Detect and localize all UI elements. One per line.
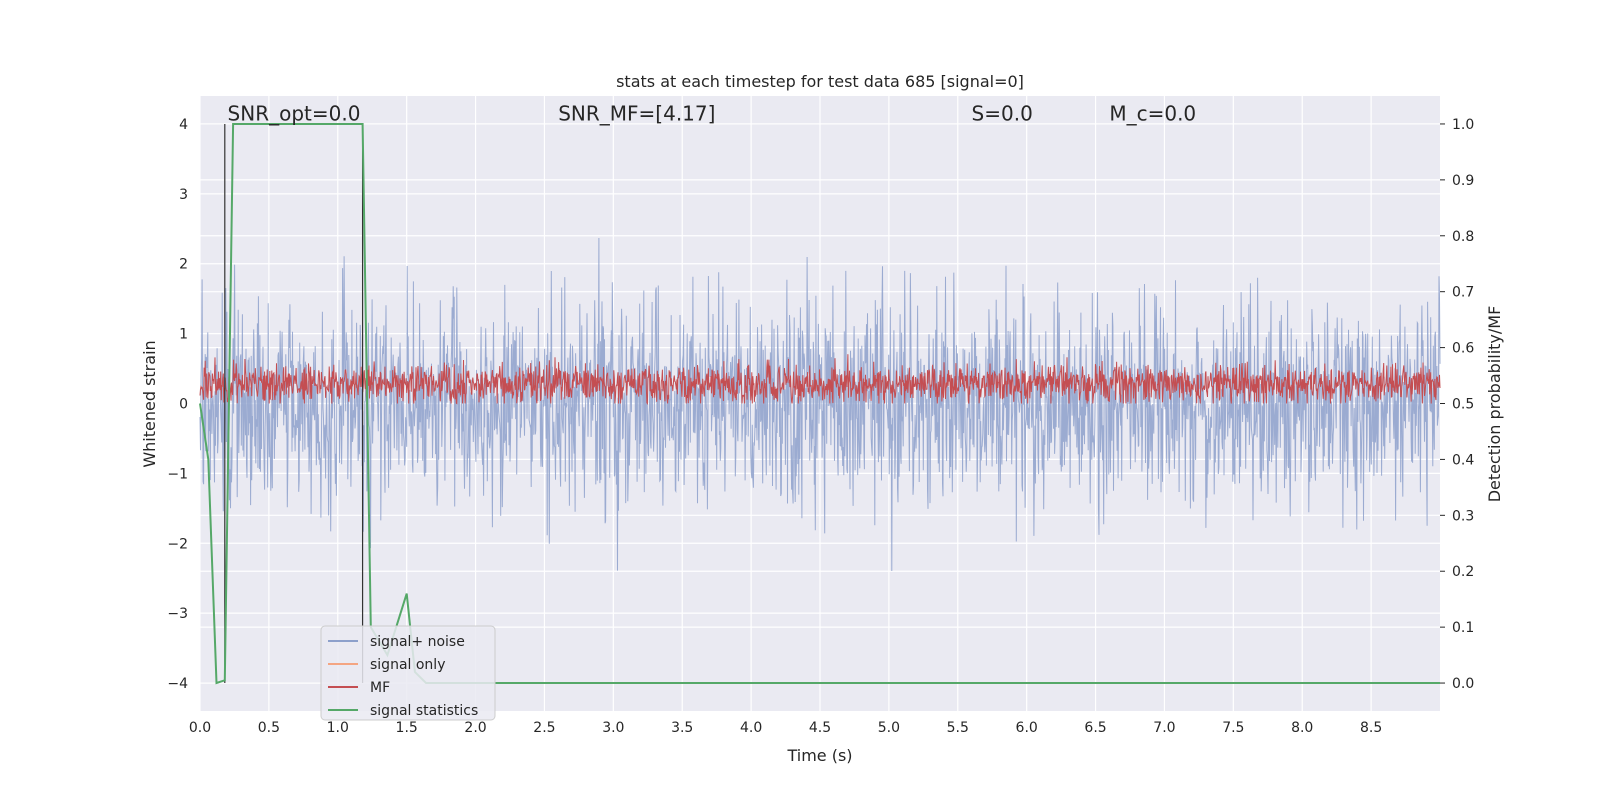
y-tick-label: 0 bbox=[179, 397, 188, 413]
y-tick-label: −2 bbox=[167, 536, 188, 552]
y-axis-ticks: −4 −3 −2 −1 0 1 2 3 4 bbox=[167, 117, 188, 692]
y2-tick-label: 0.9 bbox=[1452, 173, 1474, 189]
y2-tick-label: 1.0 bbox=[1452, 117, 1474, 133]
x-tick-label: 6.5 bbox=[1084, 720, 1106, 736]
legend: signal+ noise signal only MF signal stat… bbox=[320, 625, 496, 721]
y2-tick-label: 0.6 bbox=[1452, 341, 1474, 357]
x-tick-label: 1.5 bbox=[396, 720, 418, 736]
y-tick-label: 4 bbox=[179, 117, 188, 133]
x-axis-ticks: 0.0 0.5 1.0 1.5 2.0 2.5 3.0 3.5 4.0 4.5 5.0 5.5 6.0 6… bbox=[189, 720, 1382, 736]
series-mf bbox=[199, 354, 1441, 406]
x-tick-label: 5.0 bbox=[878, 720, 900, 736]
y-tick-label: −3 bbox=[167, 606, 188, 622]
x-tick-label: 4.5 bbox=[809, 720, 831, 736]
x-tick-label: 3.5 bbox=[671, 720, 693, 736]
legend-label-signal-only: signal only bbox=[370, 657, 445, 673]
y-tick-label: −1 bbox=[167, 466, 188, 482]
x-tick-label: 1.0 bbox=[327, 720, 349, 736]
y2-tick-label: 0.0 bbox=[1452, 676, 1474, 692]
y-tick-label: 3 bbox=[179, 187, 188, 203]
y2-tick-label: 0.2 bbox=[1452, 564, 1474, 580]
y-tick-label: 1 bbox=[179, 327, 188, 343]
y-tick-label: −4 bbox=[167, 676, 188, 692]
y2-tick-label: 0.4 bbox=[1452, 452, 1474, 468]
legend-label-mf: MF bbox=[370, 680, 390, 696]
y-axis-label: Whitened strain bbox=[140, 340, 159, 467]
annotation-1: SNR_MF=[4.17] bbox=[558, 101, 715, 125]
y2-axis-label: Detection probability/MF bbox=[1485, 306, 1504, 503]
x-tick-label: 6.0 bbox=[1016, 720, 1038, 736]
annotation-0: SNR_opt=0.0 bbox=[228, 101, 361, 125]
x-tick-label: 0.0 bbox=[189, 720, 211, 736]
y2-tick-label: 0.7 bbox=[1452, 285, 1474, 301]
x-tick-label: 0.5 bbox=[258, 720, 280, 736]
legend-box bbox=[320, 625, 496, 721]
signal-noise-line bbox=[199, 237, 1441, 572]
series-signal-noise bbox=[199, 237, 1441, 572]
x-tick-label: 5.5 bbox=[947, 720, 969, 736]
annotation-3: M_c=0.0 bbox=[1109, 101, 1196, 125]
x-tick-label: 2.5 bbox=[533, 720, 555, 736]
x-axis-label: Time (s) bbox=[786, 746, 852, 765]
y2-tick-label: 0.8 bbox=[1452, 229, 1474, 245]
y2-tick-label: 0.1 bbox=[1452, 620, 1474, 636]
legend-label-signal-noise: signal+ noise bbox=[370, 634, 465, 650]
y2-tick-label: 0.5 bbox=[1452, 397, 1474, 413]
x-tick-label: 8.5 bbox=[1360, 720, 1382, 736]
y-tick-label: 2 bbox=[179, 257, 188, 273]
annotations: SNR_opt=0.0 SNR_MF=[4.17] S=0.0 M_c=0.0 bbox=[228, 101, 1197, 125]
y2-axis-ticks: 0.0 0.1 0.2 0.3 0.4 0.5 0.6 0.7 0.8 0.9 1.0 bbox=[1440, 117, 1474, 692]
x-tick-label: 3.0 bbox=[602, 720, 624, 736]
legend-label-signal-statistics: signal statistics bbox=[370, 703, 478, 719]
chart-title: stats at each timestep for test data 685… bbox=[616, 72, 1024, 91]
mf-line bbox=[199, 354, 1441, 406]
x-tick-label: 7.5 bbox=[1222, 720, 1244, 736]
y2-tick-label: 0.3 bbox=[1452, 508, 1474, 524]
x-tick-label: 7.0 bbox=[1153, 720, 1175, 736]
annotation-2: S=0.0 bbox=[972, 101, 1033, 125]
x-tick-label: 8.0 bbox=[1291, 720, 1313, 736]
x-tick-label: 4.0 bbox=[740, 720, 762, 736]
x-tick-label: 2.0 bbox=[464, 720, 486, 736]
vertical-markers bbox=[224, 123, 364, 684]
